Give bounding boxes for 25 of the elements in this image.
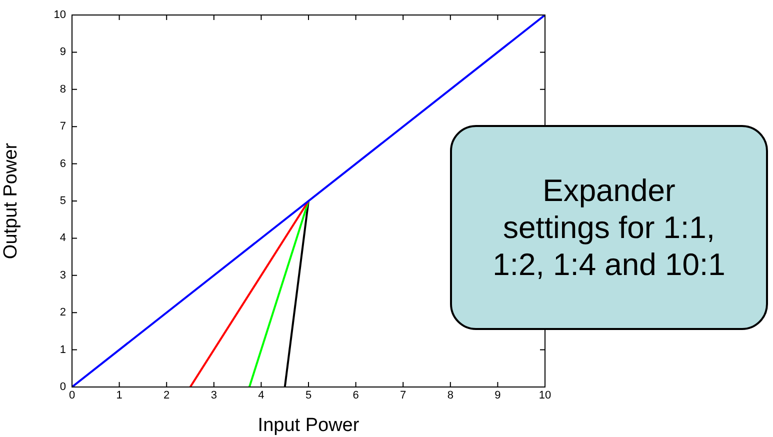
y-tick-label: 9 bbox=[60, 46, 66, 58]
y-tick-label: 5 bbox=[60, 195, 66, 208]
y-tick-label: 0 bbox=[60, 381, 66, 394]
x-tick-label: 8 bbox=[447, 390, 454, 402]
x-tick-label: 2 bbox=[164, 390, 170, 402]
x-tick-label: 9 bbox=[494, 390, 501, 402]
x-tick-label: 1 bbox=[116, 390, 122, 402]
y-tick-label: 3 bbox=[60, 269, 66, 282]
x-tick-label: 6 bbox=[352, 390, 359, 402]
x-tick-label: 0 bbox=[68, 390, 76, 402]
x-tick-label: 4 bbox=[258, 390, 264, 402]
y-tick-label: 10 bbox=[54, 9, 66, 22]
y-tick-label: 1 bbox=[60, 344, 66, 356]
x-tick-label: 7 bbox=[400, 390, 406, 402]
y-tick-label: 4 bbox=[60, 232, 66, 244]
y-axis-title: Output Power bbox=[0, 142, 22, 260]
x-tick-label: 3 bbox=[210, 390, 217, 402]
y-tick-label: 8 bbox=[60, 83, 66, 96]
y-tick-label: 7 bbox=[60, 120, 66, 133]
x-tick-label: 10 bbox=[538, 390, 552, 402]
callout-box: Expander settings for 1:1, 1:2, 1:4 and 10:1 bbox=[450, 125, 768, 330]
x-axis-title: Input Power bbox=[258, 414, 360, 436]
y-tick-label: 6 bbox=[60, 158, 66, 170]
y-tick-label: 2 bbox=[60, 306, 66, 319]
x-tick-label: 5 bbox=[305, 390, 312, 402]
